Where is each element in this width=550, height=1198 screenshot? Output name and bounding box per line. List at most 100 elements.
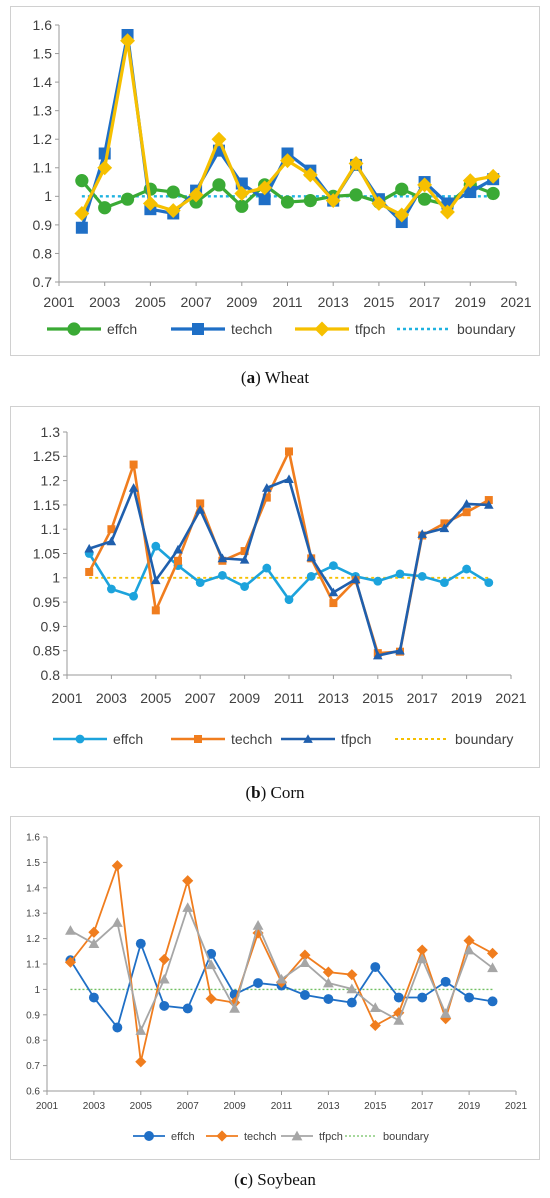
y-tick-label: 1.2 <box>33 131 53 147</box>
data-point-effch <box>182 1003 193 1014</box>
data-point-effch <box>323 994 334 1005</box>
x-tick-label: 2001 <box>51 690 82 706</box>
x-tick-label: 2013 <box>318 690 349 706</box>
data-point-tfpch <box>393 1014 405 1025</box>
data-point-techch <box>107 525 116 534</box>
legend-marker-tfpch <box>303 734 313 743</box>
data-point-tfpch <box>371 196 387 211</box>
data-point-effch <box>417 571 427 581</box>
y-tick-label: 1.15 <box>33 497 60 513</box>
series-effch <box>84 541 494 605</box>
data-point-effch <box>98 201 112 215</box>
data-point-tfpch <box>111 917 123 927</box>
y-tick-label: 0.95 <box>33 594 60 610</box>
y-tick-label: 1.5 <box>33 45 53 61</box>
x-tick-label: 2005 <box>140 690 171 706</box>
data-point-tfpch <box>417 529 427 538</box>
data-point-effch <box>218 570 227 580</box>
x-tick-label: 2015 <box>363 294 394 310</box>
data-point-tfpch <box>120 33 135 49</box>
legend: effch techch tfpch boundary <box>133 1130 429 1143</box>
data-point-techch <box>258 193 271 206</box>
caption-wheat: (a) Wheat <box>240 368 310 387</box>
y-tick-label: 1.1 <box>26 960 40 971</box>
data-point-tfpch <box>323 977 334 988</box>
legend-marker-techch <box>192 323 204 335</box>
data-point-effch <box>373 576 383 586</box>
data-point-effch <box>159 1000 170 1011</box>
data-point-techch <box>111 860 123 872</box>
caption-name: Corn <box>270 783 305 802</box>
data-point-effch <box>487 996 498 1007</box>
y-tick-label: 1 <box>34 985 40 996</box>
x-tick-label: 2013 <box>317 1101 340 1112</box>
data-point-techch <box>205 993 217 1005</box>
legend-marker-effch <box>75 734 85 744</box>
data-point-techch <box>285 447 293 456</box>
data-point-tfpch <box>325 193 341 209</box>
y-tick-label: 1.4 <box>26 883 40 894</box>
data-point-techch <box>240 547 249 556</box>
x-tick-label: 2015 <box>362 690 393 706</box>
data-point-tfpch <box>205 959 217 970</box>
data-point-techch <box>346 969 358 981</box>
data-point-effch <box>370 962 381 972</box>
y-tick-label: 1.1 <box>41 521 61 537</box>
data-point-techch <box>196 499 205 508</box>
data-point-tfpch <box>306 552 316 562</box>
data-point-tfpch <box>462 173 478 189</box>
x-tick-label: 2003 <box>89 294 120 310</box>
legend-marker-techch <box>216 1130 228 1142</box>
chart-panel-soybean: 0.6 0.7 0.8 0.9 1 1.1 1.2 1.3 1.4 1.5 1.6 2001 2003 2… <box>10 816 540 1160</box>
data-point-tfpch <box>234 186 250 201</box>
chart-corn: 0.8 0.85 0.9 0.95 1 1.05 1.1 1.15 1.2 1.25 1.3 2001… <box>33 424 527 747</box>
x-tick-label: 2011 <box>274 690 304 706</box>
x-tick-label: 2005 <box>135 294 166 310</box>
data-point-techch <box>135 1056 147 1068</box>
data-point-effch <box>393 992 404 1003</box>
legend-label-effch: effch <box>113 731 143 747</box>
data-point-tfpch <box>106 536 117 546</box>
y-tick-label: 1.3 <box>41 424 61 440</box>
data-point-effch <box>464 992 475 1003</box>
chart-panel-wheat: 0.7 0.8 0.9 1 1.1 1.2 1.3 1.4 1.5 1.6 2001 2003 2005… <box>10 6 540 356</box>
caption-letter: a <box>246 368 256 387</box>
data-point-tfpch <box>439 523 450 533</box>
data-point-tfpch <box>463 944 475 955</box>
data-point-techch <box>158 953 170 966</box>
x-tick-label: 2007 <box>177 1101 200 1112</box>
x-tick-label: 2009 <box>229 690 260 706</box>
data-point-tfpch <box>276 973 287 984</box>
x-tick-label: 2019 <box>451 690 482 706</box>
data-point-tfpch <box>280 153 295 169</box>
data-point-tfpch <box>74 206 90 221</box>
x-tick-label: 2007 <box>185 690 216 706</box>
data-point-techch <box>486 947 499 959</box>
data-point-tfpch <box>350 574 361 584</box>
data-point-effch <box>107 584 116 594</box>
caption-soybean: (c) Soybean <box>234 1170 316 1189</box>
data-point-tfpch <box>417 177 433 193</box>
y-tick-label: 1.5 <box>26 858 40 869</box>
data-point-tfpch <box>257 180 273 196</box>
data-point-tfpch <box>487 962 498 973</box>
data-point-tfpch <box>97 160 113 176</box>
data-point-effch <box>486 186 500 201</box>
caption-name: Wheat <box>264 368 310 387</box>
data-point-effch <box>284 595 294 605</box>
data-point-tfpch <box>395 645 405 655</box>
legend-label-boundary: boundary <box>383 1131 429 1143</box>
data-point-effch <box>484 578 494 588</box>
caption-letter: c <box>239 1170 248 1189</box>
series-techch <box>64 860 499 1068</box>
data-point-effch <box>306 571 316 581</box>
series-line-techch <box>69 864 493 1063</box>
data-point-tfpch <box>394 207 410 223</box>
data-point-tfpch <box>348 156 364 171</box>
x-tick-label: 2017 <box>407 690 438 706</box>
y-tick-label: 0.8 <box>26 1036 40 1047</box>
data-point-effch <box>395 182 409 196</box>
y-tick-label: 1.6 <box>26 833 40 844</box>
y-tick-label: 1.25 <box>33 448 60 464</box>
data-point-effch <box>280 195 295 209</box>
